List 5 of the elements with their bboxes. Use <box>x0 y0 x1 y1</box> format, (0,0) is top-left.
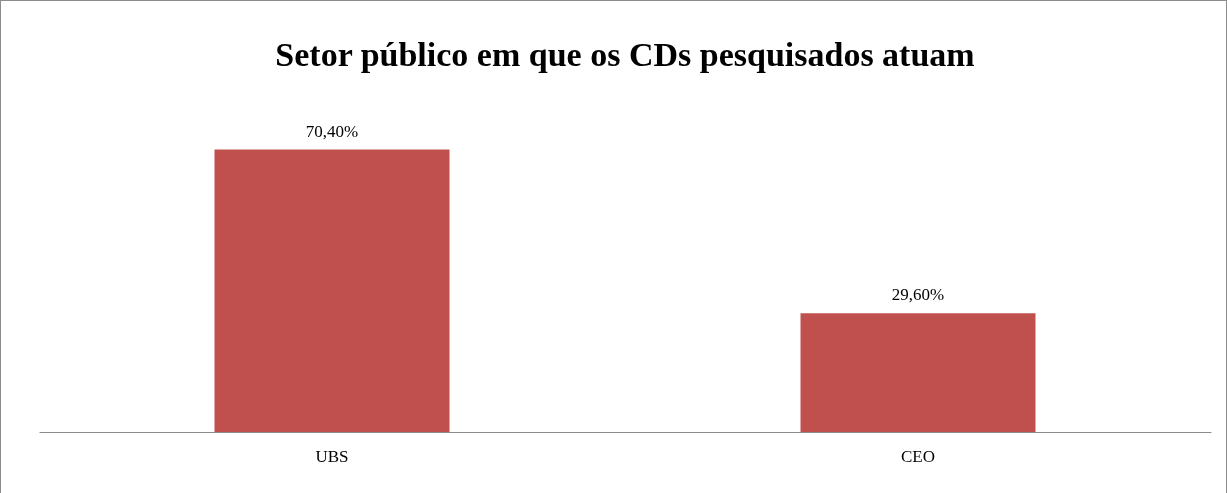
data-label: 29,60% <box>891 285 945 305</box>
data-label: 70,40% <box>305 121 359 141</box>
x-tick-label: CEO <box>901 446 935 466</box>
x-tick-label: UBS <box>315 446 349 466</box>
chart-title: Setor público em que os CDs pesquisados atuam <box>275 36 975 73</box>
